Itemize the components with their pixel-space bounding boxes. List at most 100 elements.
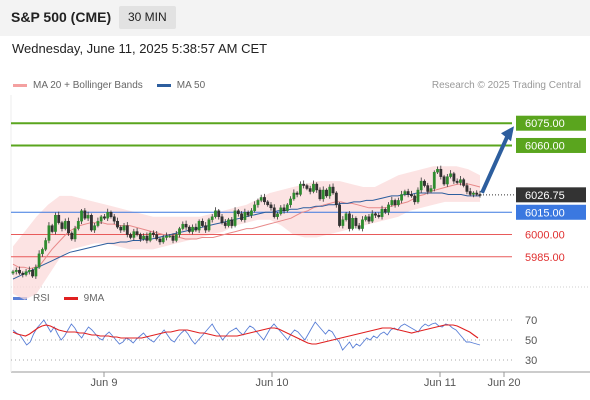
candle bbox=[468, 187, 472, 197]
candle bbox=[272, 204, 276, 219]
candle bbox=[54, 212, 57, 235]
candle bbox=[96, 217, 100, 228]
candle bbox=[165, 232, 168, 241]
candle bbox=[328, 184, 332, 199]
candle bbox=[116, 217, 119, 229]
candle bbox=[312, 180, 315, 194]
candle bbox=[207, 217, 211, 232]
candle bbox=[240, 211, 244, 222]
candle bbox=[145, 232, 149, 244]
candle bbox=[122, 222, 126, 232]
candle bbox=[14, 267, 18, 275]
svg-text:6000.00: 6000.00 bbox=[525, 230, 565, 242]
candle bbox=[259, 194, 263, 203]
time-tick-label: Jun 9 bbox=[91, 377, 118, 389]
candle bbox=[357, 222, 361, 231]
candle bbox=[246, 210, 250, 218]
svg-text:6060.00: 6060.00 bbox=[525, 140, 565, 152]
candle bbox=[266, 200, 270, 207]
candle bbox=[292, 189, 296, 201]
candle bbox=[302, 180, 306, 189]
candle bbox=[161, 234, 165, 244]
candle bbox=[44, 237, 48, 252]
candle bbox=[119, 225, 123, 233]
candle bbox=[347, 211, 351, 232]
instrument-title: S&P 500 (CME) bbox=[11, 9, 112, 25]
candle bbox=[436, 166, 439, 174]
candle bbox=[93, 222, 97, 233]
candle bbox=[109, 210, 113, 219]
candle bbox=[148, 231, 152, 243]
candle bbox=[406, 188, 410, 198]
candle bbox=[187, 225, 191, 234]
ma50-legend-swatch bbox=[156, 84, 171, 87]
price-tag-6060.00: 6060.00 bbox=[516, 137, 586, 153]
candle bbox=[171, 233, 175, 244]
candle bbox=[191, 224, 195, 235]
candle bbox=[223, 219, 227, 229]
candle bbox=[194, 223, 198, 232]
candle bbox=[86, 211, 90, 222]
candle bbox=[21, 271, 25, 278]
svg-text:6075.00: 6075.00 bbox=[525, 118, 565, 130]
candle bbox=[370, 210, 374, 223]
candle bbox=[390, 196, 394, 207]
candle bbox=[442, 174, 446, 186]
candle bbox=[18, 266, 21, 275]
candle bbox=[432, 170, 436, 192]
candle bbox=[354, 216, 358, 229]
candle bbox=[155, 230, 159, 241]
svg-text:5985.00: 5985.00 bbox=[525, 252, 565, 264]
rsi-ma-legend-label: 9MA bbox=[83, 293, 105, 304]
candle bbox=[344, 211, 348, 222]
price-legend: MA 20 + Bollinger Bands MA 50 bbox=[13, 80, 205, 91]
candle bbox=[276, 211, 279, 220]
candle bbox=[449, 170, 453, 179]
rsi-tick-50: 50 bbox=[525, 335, 537, 347]
candle bbox=[201, 218, 204, 228]
candle bbox=[181, 221, 185, 231]
candle bbox=[220, 214, 224, 225]
candle bbox=[459, 176, 462, 186]
candle bbox=[152, 230, 155, 238]
svg-text:6026.75: 6026.75 bbox=[525, 190, 565, 202]
candle bbox=[413, 194, 417, 205]
candle bbox=[472, 191, 475, 198]
candle bbox=[298, 181, 302, 197]
ma50-legend-label: MA 50 bbox=[176, 80, 206, 91]
candle bbox=[308, 185, 312, 195]
candle bbox=[184, 220, 188, 230]
candle bbox=[112, 214, 116, 224]
candle bbox=[89, 213, 93, 232]
candle bbox=[462, 177, 466, 188]
candle bbox=[341, 216, 345, 229]
candle bbox=[129, 232, 132, 240]
candle bbox=[125, 222, 129, 238]
candle bbox=[331, 183, 335, 195]
candle bbox=[47, 222, 51, 244]
candle bbox=[24, 268, 28, 277]
candle bbox=[76, 217, 80, 231]
candle bbox=[158, 237, 162, 245]
candle bbox=[445, 173, 449, 187]
candle bbox=[106, 208, 110, 222]
candle bbox=[429, 184, 433, 194]
candle bbox=[174, 230, 178, 243]
candle bbox=[142, 233, 146, 241]
time-tick-label: Jun 11 bbox=[424, 377, 456, 389]
rsi-legend-label: RSI bbox=[33, 293, 50, 304]
candle bbox=[321, 186, 325, 202]
candle bbox=[416, 187, 420, 204]
interval-button[interactable]: 30 MIN bbox=[119, 6, 176, 29]
candle bbox=[80, 209, 83, 224]
time-tick-label: Jun 20 bbox=[487, 377, 520, 389]
price-tag-5985.00: 5985.00 bbox=[525, 252, 565, 264]
candle bbox=[132, 228, 136, 241]
candle bbox=[439, 165, 443, 180]
candle bbox=[334, 191, 338, 208]
candle bbox=[11, 269, 15, 275]
candle bbox=[83, 208, 87, 220]
candle bbox=[380, 205, 384, 220]
rsi-ma-line bbox=[12, 324, 479, 345]
